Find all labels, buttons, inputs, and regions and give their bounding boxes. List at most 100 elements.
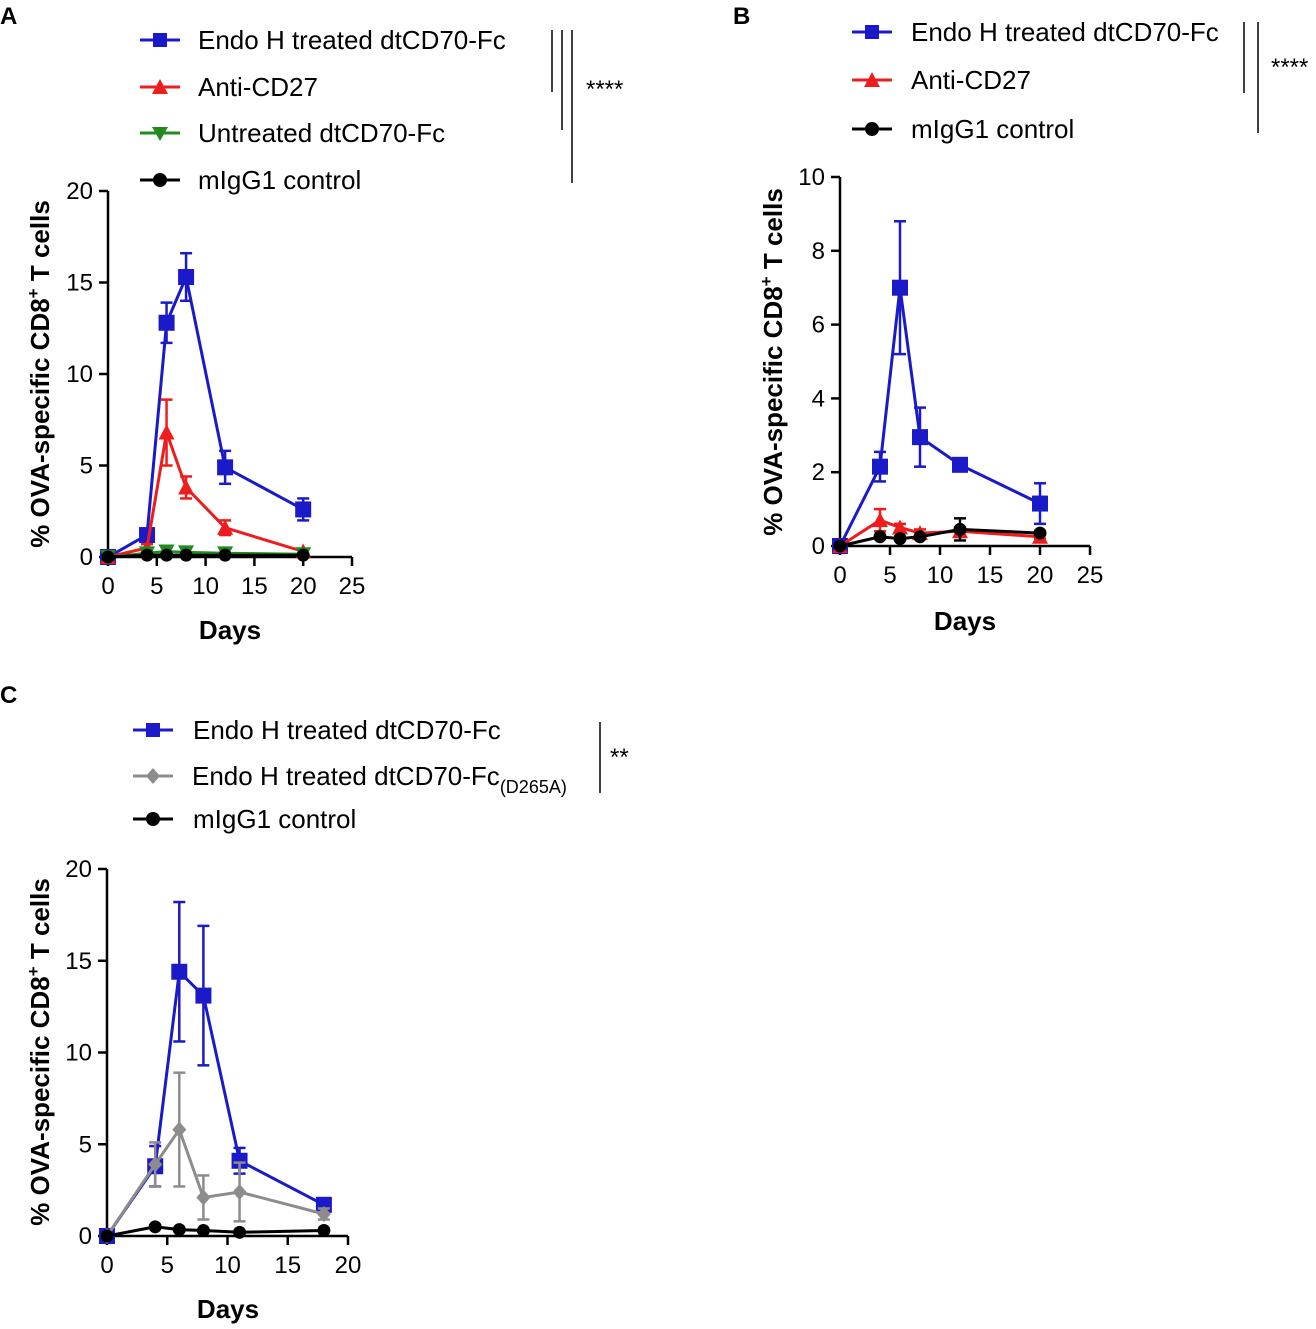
panel-c-data-point xyxy=(148,1156,163,1173)
square-marker-icon xyxy=(153,33,167,47)
panel-a-data-point xyxy=(218,548,232,562)
panel-c-data-point xyxy=(196,1189,211,1206)
panel-a-x-tick-label: 10 xyxy=(192,573,219,600)
panel-b-x-axis-label: Days xyxy=(934,606,996,636)
panel-a-series-line xyxy=(107,553,304,559)
panel-b-legend-label: mIgG1 control xyxy=(911,114,1074,144)
panel-c-legend-item-migg1: mIgG1 control xyxy=(133,804,356,834)
panel-a-series-1 xyxy=(100,398,312,564)
panel-b-data-point xyxy=(913,530,927,544)
panel-a-axes xyxy=(106,191,352,559)
panel-b-x-tick-label: 20 xyxy=(1027,562,1054,589)
panel-c-data-point xyxy=(172,1121,187,1138)
panel-c: C Endo H treated dtCD70-Fc Endo H treate… xyxy=(0,682,629,1324)
panel-b-data-point xyxy=(912,429,928,446)
panel-a-data-point xyxy=(158,314,175,331)
panel-a-data-point xyxy=(160,548,174,562)
panel-b-legend: Endo H treated dtCD70-Fc Anti-CD27 mIgG1… xyxy=(852,17,1219,144)
panel-b-label: B xyxy=(733,3,750,30)
panel-a-x-tick-label: 0 xyxy=(101,573,114,600)
panel-b-significance-label: **** xyxy=(1271,54,1308,81)
panel-b-series-line xyxy=(839,518,1041,548)
panel-a-data-point xyxy=(217,459,234,476)
panel-b-x-tick-label: 10 xyxy=(927,562,954,589)
panel-a-legend-label: Anti-CD27 xyxy=(198,72,318,102)
panel-c-data-point xyxy=(316,1205,331,1222)
panel-a-series-3 xyxy=(101,548,310,564)
panel-b-series-line xyxy=(839,527,1041,548)
panel-a-legend-item-migg1: mIgG1 control xyxy=(140,165,361,195)
panel-c-legend-item-endo-h: Endo H treated dtCD70-Fc xyxy=(133,715,501,745)
panel-a-legend-item-untreated: Untreated dtCD70-Fc xyxy=(140,118,445,148)
panel-c-x-tick-label: 5 xyxy=(161,1252,174,1279)
panel-a-y-tick-label: 20 xyxy=(66,178,93,205)
panel-a-legend-item-anti-cd27: Anti-CD27 xyxy=(140,72,318,102)
panel-a-data-point xyxy=(178,269,195,286)
panel-a-data-point xyxy=(178,479,195,495)
panel-b-data-point xyxy=(953,522,967,536)
panel-c-series-1 xyxy=(100,1071,331,1244)
panel-a-series-line xyxy=(107,271,304,559)
panel-a-data-point xyxy=(140,548,154,562)
circle-marker-icon xyxy=(146,812,160,826)
panel-c-x-tick-label: 0 xyxy=(100,1252,113,1279)
panel-c-significance-label: ** xyxy=(610,744,629,771)
panel-b-series-0 xyxy=(832,220,1048,554)
triangle-down-marker-icon xyxy=(152,127,168,141)
panel-c-x-tick-label: 20 xyxy=(335,1252,362,1279)
panel-c-legend-label: Endo H treated dtCD70-Fc(D265A) xyxy=(192,761,567,797)
panel-a-y-tick-label: 15 xyxy=(66,270,93,297)
panel-b-data-point xyxy=(872,458,888,475)
panel-a-legend-label: Endo H treated dtCD70-Fc xyxy=(198,25,506,55)
panel-c-data-point xyxy=(196,1223,210,1237)
panel-b-legend-label: Endo H treated dtCD70-Fc xyxy=(911,17,1219,47)
panel-c-label: C xyxy=(0,682,17,709)
panel-a-x-tick-label: 20 xyxy=(290,573,317,600)
panel-c-y-tick-label: 5 xyxy=(79,1131,92,1158)
panel-a-legend-label: Untreated dtCD70-Fc xyxy=(198,118,445,148)
panel-b-data-point xyxy=(872,512,888,528)
panel-b-plot: 0 5 10 15 20 25 0 2 4 6 8 10 xyxy=(798,164,1103,589)
panel-b-data-point xyxy=(833,539,847,553)
panel-c-data-point xyxy=(231,1152,248,1169)
panel-b-y-axis-label: % OVA-specific CD8+ T cells xyxy=(757,188,788,536)
panel-b-y-tick-label: 2 xyxy=(812,459,825,486)
panel-b-y-tick-label: 6 xyxy=(812,312,825,339)
panel-b-data-point xyxy=(892,519,908,535)
panel-b-axes xyxy=(838,177,1090,548)
circle-marker-icon xyxy=(153,173,167,187)
panel-a-series-line xyxy=(107,426,304,559)
panel-c-data-point xyxy=(232,1183,247,1200)
panel-a-y-tick-label: 5 xyxy=(80,453,93,480)
panel-c-legend: Endo H treated dtCD70-Fc Endo H treated … xyxy=(133,715,567,834)
panel-c-y-tick-label: 10 xyxy=(65,1040,92,1067)
panel-c-x-axis-label: Days xyxy=(197,1294,259,1324)
panel-b-legend-item-migg1: mIgG1 control xyxy=(852,114,1074,144)
panel-b-x-tick-label: 15 xyxy=(977,562,1004,589)
diamond-marker-icon xyxy=(146,768,160,784)
panel-b-legend-item-anti-cd27: Anti-CD27 xyxy=(852,65,1031,95)
panel-a-legend-item-endo-h: Endo H treated dtCD70-Fc xyxy=(140,25,506,55)
square-marker-icon xyxy=(146,723,160,737)
panel-c-plot: 0 5 10 15 20 0 5 10 15 20 xyxy=(65,856,361,1279)
panel-c-y-tick-label: 20 xyxy=(65,856,92,883)
panel-a-x-tick-label: 5 xyxy=(150,573,163,600)
panel-c-series-0 xyxy=(99,900,332,1244)
panel-b-data-point xyxy=(892,279,908,296)
panel-c-data-point xyxy=(148,1220,162,1234)
panel-b-x-tick-label: 0 xyxy=(833,562,846,589)
panel-c-data-point xyxy=(172,1223,186,1237)
panel-b-y-tick-label: 10 xyxy=(798,164,825,191)
panel-b-data-point xyxy=(1032,495,1048,512)
panel-a-plot: 0 5 10 15 20 25 0 5 10 15 20 xyxy=(66,178,365,600)
panel-c-x-tick-label: 15 xyxy=(274,1252,301,1279)
panel-a-data-point xyxy=(296,548,310,562)
panel-c-legend-label: Endo H treated dtCD70-Fc xyxy=(193,715,501,745)
panel-c-series-2 xyxy=(100,1220,331,1243)
panel-b-x-tick-label: 5 xyxy=(883,562,896,589)
panel-a-y-axis-label: % OVA-specific CD8+ T cells xyxy=(24,200,55,548)
panel-a-significance-label: **** xyxy=(586,76,623,103)
panel-c-series-line xyxy=(105,1126,325,1237)
panel-c-data-point xyxy=(233,1225,247,1239)
